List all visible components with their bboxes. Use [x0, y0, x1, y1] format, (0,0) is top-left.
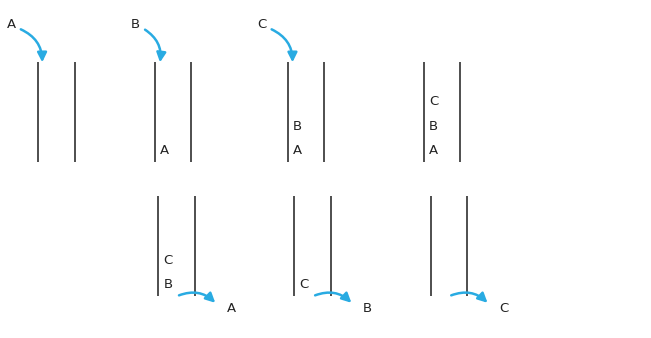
Text: A: A [160, 144, 169, 157]
Text: A: A [227, 301, 236, 315]
Text: A: A [7, 18, 16, 31]
Text: A: A [429, 144, 438, 157]
Text: B: B [293, 120, 302, 132]
Text: B: B [163, 278, 173, 291]
Text: B: B [363, 301, 372, 315]
Text: C: C [299, 278, 309, 291]
Text: A: A [293, 144, 302, 157]
Text: C: C [257, 18, 267, 31]
Text: B: B [429, 120, 438, 132]
Text: C: C [429, 95, 439, 108]
Text: C: C [163, 254, 173, 267]
Text: B: B [131, 18, 140, 31]
Text: C: C [499, 301, 508, 315]
